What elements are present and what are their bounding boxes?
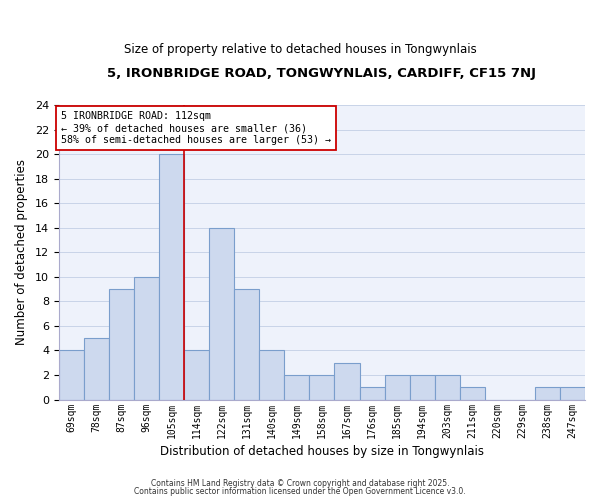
- Bar: [359, 388, 385, 400]
- Bar: [560, 388, 585, 400]
- Bar: [284, 375, 310, 400]
- Text: Contains public sector information licensed under the Open Government Licence v3: Contains public sector information licen…: [134, 487, 466, 496]
- X-axis label: Distribution of detached houses by size in Tongwynlais: Distribution of detached houses by size …: [160, 444, 484, 458]
- Text: 5 IRONBRIDGE ROAD: 112sqm
← 39% of detached houses are smaller (36)
58% of semi-: 5 IRONBRIDGE ROAD: 112sqm ← 39% of detac…: [61, 112, 331, 144]
- Bar: [84, 338, 109, 400]
- Title: 5, IRONBRIDGE ROAD, TONGWYNLAIS, CARDIFF, CF15 7NJ: 5, IRONBRIDGE ROAD, TONGWYNLAIS, CARDIFF…: [107, 68, 536, 80]
- Bar: [434, 375, 460, 400]
- Bar: [209, 228, 234, 400]
- Bar: [59, 350, 84, 400]
- Bar: [460, 388, 485, 400]
- Bar: [310, 375, 334, 400]
- Bar: [109, 289, 134, 400]
- Bar: [334, 362, 359, 400]
- Text: Size of property relative to detached houses in Tongwynlais: Size of property relative to detached ho…: [124, 42, 476, 56]
- Bar: [535, 388, 560, 400]
- Text: Contains HM Land Registry data © Crown copyright and database right 2025.: Contains HM Land Registry data © Crown c…: [151, 478, 449, 488]
- Bar: [184, 350, 209, 400]
- Bar: [234, 289, 259, 400]
- Bar: [410, 375, 434, 400]
- Bar: [385, 375, 410, 400]
- Y-axis label: Number of detached properties: Number of detached properties: [15, 160, 28, 346]
- Bar: [159, 154, 184, 400]
- Bar: [259, 350, 284, 400]
- Bar: [134, 277, 159, 400]
